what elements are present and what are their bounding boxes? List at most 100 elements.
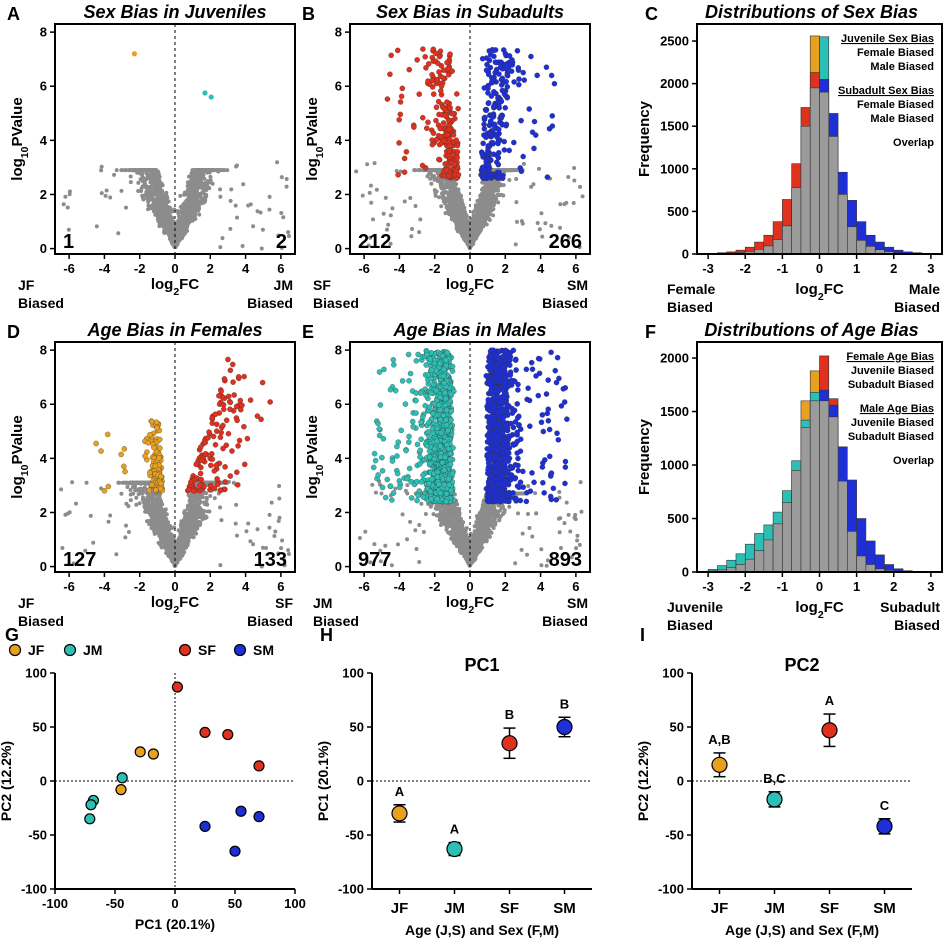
- gene-point: [187, 188, 192, 193]
- gene-point: [481, 199, 486, 204]
- gene-point: [228, 198, 233, 203]
- y-tick-label: 2500: [660, 34, 689, 49]
- gene-point: [66, 227, 71, 232]
- biased-gene-point: [495, 155, 502, 161]
- biased-gene-point: [516, 81, 522, 88]
- count-right: 266: [549, 231, 582, 253]
- biased-gene-point: [425, 61, 432, 67]
- gene-point: [181, 216, 186, 221]
- y-tick-label: 4: [335, 133, 343, 148]
- gene-point: [276, 233, 281, 238]
- gene-point: [158, 223, 163, 228]
- biased-gene-point: [454, 149, 461, 155]
- gene-point: [172, 207, 177, 212]
- gene-point: [446, 209, 451, 214]
- gene-point: [471, 210, 476, 215]
- gene-point: [84, 480, 89, 485]
- biased-gene-point: [479, 165, 486, 171]
- gene-point: [175, 229, 180, 234]
- biased-gene-point: [429, 77, 436, 84]
- biased-gene-point: [444, 131, 451, 138]
- gene-point: [164, 207, 169, 212]
- gene-point: [191, 535, 196, 540]
- gene-point: [148, 187, 153, 192]
- biased-gene-point: [433, 117, 439, 124]
- gene-point: [119, 188, 124, 193]
- gene-point: [562, 202, 567, 207]
- gene-point: [429, 181, 434, 186]
- gene-point: [233, 203, 238, 208]
- gene-point: [207, 168, 212, 173]
- gene-point: [263, 545, 268, 550]
- biased-gene-point: [429, 71, 435, 78]
- biased-gene-point: [503, 66, 510, 72]
- gene-point: [235, 533, 240, 538]
- gene-point: [354, 169, 359, 174]
- biased-gene-point: [531, 118, 538, 125]
- bias-label-left: Female: [667, 281, 715, 297]
- biased-gene-point: [394, 47, 401, 54]
- gene-point: [187, 194, 192, 199]
- gene-point: [179, 232, 184, 237]
- gene-point: [450, 181, 455, 186]
- gene-point: [447, 180, 452, 185]
- gene-point: [432, 188, 437, 193]
- biased-gene-point: [388, 52, 394, 59]
- biased-gene-point: [436, 156, 442, 163]
- bias-label-left: Biased: [313, 295, 359, 311]
- gene-point: [200, 185, 205, 190]
- gene-point: [156, 210, 161, 215]
- gene-point: [372, 161, 377, 166]
- gene-point: [126, 530, 131, 535]
- gene-point: [435, 178, 440, 183]
- gene-point: [482, 195, 487, 200]
- x-axis-label: log2FC: [446, 276, 495, 298]
- gene-point: [428, 171, 433, 176]
- gene-point: [577, 245, 582, 250]
- gene-point: [123, 168, 128, 173]
- x-tick-label: 6: [277, 261, 284, 276]
- biased-gene-point: [496, 149, 502, 156]
- gene-point: [572, 178, 577, 183]
- biased-gene-point: [487, 118, 494, 124]
- y-tick-label: 0: [335, 241, 342, 256]
- biased-gene-point: [403, 149, 410, 155]
- gene-point: [168, 215, 173, 220]
- gene-point: [451, 198, 456, 203]
- gene-point: [146, 190, 151, 195]
- bias-label-left: JF: [18, 277, 35, 293]
- gene-point: [446, 206, 451, 211]
- biased-gene-point: [504, 72, 511, 78]
- gene-point: [360, 193, 365, 198]
- gene-point: [455, 219, 460, 224]
- gene-point: [409, 234, 414, 239]
- biased-gene-point: [502, 105, 508, 111]
- biased-gene-point: [506, 147, 512, 154]
- gene-point: [446, 190, 451, 195]
- gene-point: [202, 181, 207, 186]
- gene-point: [448, 194, 453, 199]
- gene-point: [218, 194, 223, 199]
- gene-point: [543, 221, 548, 226]
- gene-point: [481, 208, 486, 213]
- biased-gene-point: [420, 114, 426, 121]
- gene-point: [478, 193, 483, 198]
- gene-point: [286, 234, 291, 239]
- gene-point: [388, 241, 393, 246]
- biased-gene-point: [487, 130, 493, 136]
- gene-point: [442, 198, 447, 203]
- gene-point: [508, 168, 513, 173]
- biased-gene-point: [503, 78, 509, 85]
- biased-gene-point: [501, 138, 507, 145]
- biased-gene-point: [481, 126, 488, 132]
- biased-gene-point: [549, 113, 556, 119]
- biased-gene-point: [488, 93, 495, 99]
- gene-point: [429, 168, 434, 173]
- gene-point: [168, 206, 173, 211]
- x-tick-label: -2: [429, 261, 441, 276]
- y-tick-label: 8: [40, 25, 47, 40]
- gene-point: [218, 187, 223, 192]
- gene-point: [161, 205, 166, 210]
- gene-point: [566, 235, 571, 240]
- gene-point: [181, 208, 186, 213]
